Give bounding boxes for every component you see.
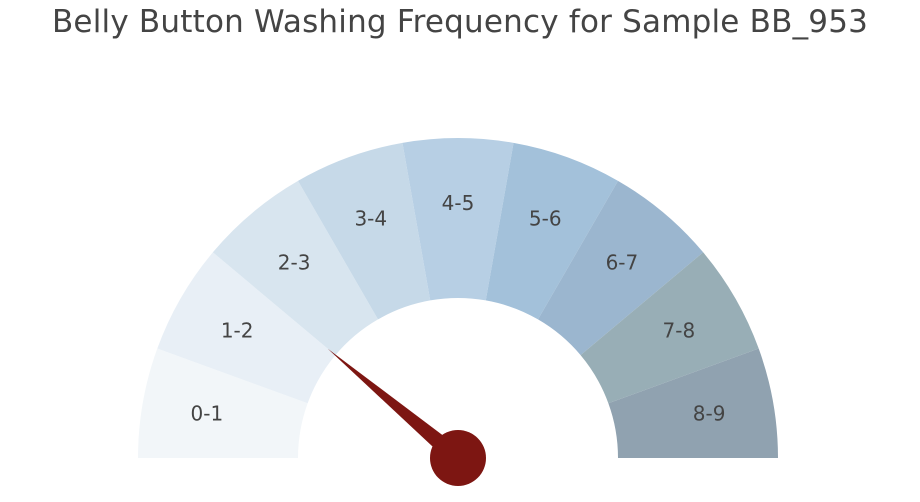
chart-title: Belly Button Washing Frequency for Sampl… (51, 4, 869, 40)
gauge-segment-2-3 (212, 180, 378, 356)
gauge-segment-4-5 (402, 138, 514, 301)
gauge-label-1-2: 1-2 (221, 319, 254, 343)
gauge-segment-labels: 0-1 1-2 2-3 3-4 4-5 5-6 6-7 7-8 8-9 (191, 191, 726, 426)
gauge-needle (327, 348, 464, 465)
gauge-segment-3-4 (298, 142, 431, 320)
gauge-needle-hub (430, 430, 486, 486)
gauge-segment-0-1 (138, 348, 308, 458)
gauge-label-3-4: 3-4 (354, 206, 387, 230)
gauge-segment-6-7 (538, 180, 704, 356)
gauge-label-7-8: 7-8 (663, 319, 696, 343)
gauge-segment-5-6 (485, 142, 618, 320)
gauge-label-8-9: 8-9 (693, 402, 726, 426)
gauge-segment-8-9 (608, 348, 778, 458)
gauge-segment-7-8 (580, 252, 759, 404)
gauge-label-4-5: 4-5 (442, 191, 475, 215)
gauge-label-0-1: 0-1 (191, 402, 224, 426)
gauge-segments (138, 138, 778, 458)
gauge-segment-1-2 (157, 252, 336, 404)
gauge-label-5-6: 5-6 (529, 206, 562, 230)
gauge-label-6-7: 6-7 (606, 251, 639, 275)
gauge-label-2-3: 2-3 (278, 251, 311, 275)
gauge-needle-group (327, 348, 486, 486)
